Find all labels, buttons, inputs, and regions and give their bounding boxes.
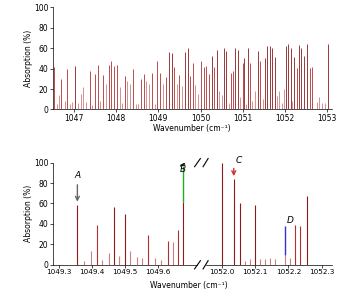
X-axis label: Wavenumber (cm⁻¹): Wavenumber (cm⁻¹) xyxy=(153,124,231,133)
Y-axis label: Absorption (%): Absorption (%) xyxy=(24,30,33,87)
Text: B: B xyxy=(180,165,186,174)
Text: A: A xyxy=(75,171,81,180)
Text: Wavenumber (cm⁻¹): Wavenumber (cm⁻¹) xyxy=(150,281,227,290)
Text: C: C xyxy=(235,156,242,165)
Text: D: D xyxy=(287,216,294,225)
Y-axis label: Absorption (%): Absorption (%) xyxy=(24,185,33,242)
